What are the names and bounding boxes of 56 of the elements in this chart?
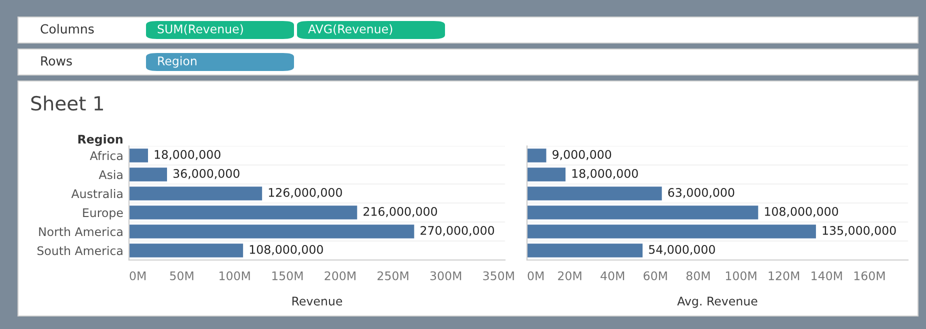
bar: [129, 224, 414, 238]
bar: [129, 148, 148, 162]
data-label: 54,000,000: [649, 244, 715, 256]
data-label: 126,000,000: [268, 188, 342, 198]
bar: [129, 186, 262, 200]
data-label: 36,000,000: [173, 168, 240, 180]
x-axis-title: Revenue: [292, 296, 342, 306]
x-tick-label: 40M: [600, 271, 624, 280]
data-label: 108,000,000: [765, 206, 838, 218]
bar: [527, 206, 758, 220]
x-tick-label: 100M: [220, 271, 250, 280]
bar: [527, 186, 662, 200]
x-tick-label: 160M: [854, 271, 885, 280]
text: SUM(Revenue): [158, 24, 243, 35]
x-tick-label: 0M: [528, 271, 544, 280]
y-tick-label: North America: [39, 227, 122, 236]
x-tick-label: 120M: [768, 271, 800, 280]
data-label: 18,000,000: [572, 168, 638, 180]
y-tick-label: South America: [37, 246, 122, 256]
data-label: 108,000,000: [250, 244, 323, 256]
data-label: 270,000,000: [420, 226, 494, 236]
data-label: 216,000,000: [364, 206, 438, 218]
bar: [527, 168, 566, 182]
data-label: 63,000,000: [668, 188, 734, 198]
data-label: 18,000,000: [154, 150, 220, 160]
text: Rows: [41, 56, 72, 66]
x-tick-label: 350M: [483, 271, 514, 280]
data-label: 9,000,000: [552, 150, 612, 160]
x-tick-label: 20M: [558, 271, 582, 280]
bar: [129, 206, 358, 220]
bar: [527, 148, 546, 162]
text: AVG(Revenue): [308, 24, 392, 35]
x-tick-label: 200M: [324, 271, 356, 280]
x-tick-label: 300M: [430, 271, 462, 280]
y-tick-label: Australia: [71, 189, 122, 198]
x-tick-label: 50M: [170, 271, 194, 280]
bar: [527, 244, 643, 258]
y-tick-label: Africa: [90, 151, 122, 160]
chart-title: Sheet 1: [31, 96, 103, 111]
data-label: 135,000,000: [822, 226, 896, 236]
x-axis-title: Avg. Revenue: [677, 296, 758, 308]
bar: [129, 244, 244, 258]
x-tick-label: 250M: [378, 271, 408, 280]
bar: [527, 224, 816, 238]
y-tick-label: Europe: [83, 208, 123, 220]
x-tick-label: 60M: [644, 271, 667, 280]
x-tick-label: 80M: [686, 271, 710, 280]
text: Region: [158, 56, 196, 68]
y-tick-label: Asia: [98, 170, 122, 180]
y-axis-title: Region: [78, 134, 122, 146]
text: Columns: [40, 24, 94, 34]
x-tick-label: 100M: [726, 271, 756, 280]
x-tick-label: 0M: [130, 271, 146, 280]
x-tick-label: 150M: [272, 271, 303, 280]
x-tick-label: 140M: [812, 271, 842, 280]
bar: [129, 168, 168, 182]
